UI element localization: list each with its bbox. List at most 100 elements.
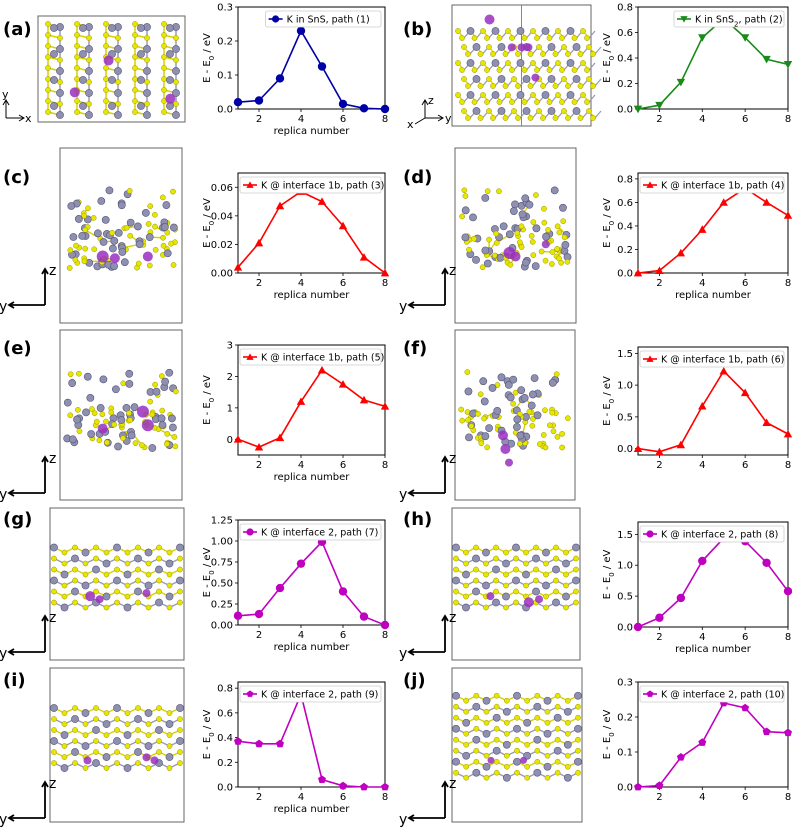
sn-atom — [71, 554, 79, 563]
axis-label-y: y — [445, 112, 452, 125]
y-tick-label: 1.0 — [617, 561, 633, 572]
s-atom — [514, 230, 521, 236]
s-atom — [177, 749, 183, 755]
data-point — [784, 728, 792, 737]
y-axis-label: E - E0 / eV — [202, 709, 216, 759]
sn-atom — [497, 107, 506, 115]
s-atom — [524, 697, 531, 704]
sn-atom — [480, 397, 489, 406]
s-atom — [45, 43, 51, 49]
sn-atom — [572, 107, 581, 115]
y-tick-label: 0.00 — [211, 621, 233, 632]
sn-atom — [491, 91, 500, 99]
data-point — [633, 268, 643, 277]
sn-atom — [87, 430, 96, 438]
sn-atom — [155, 565, 163, 574]
y-axis-label: E - E0 / eV — [602, 376, 616, 426]
s-atom — [93, 749, 99, 755]
data-point — [338, 99, 348, 109]
sn-atom — [137, 102, 145, 110]
s-atom — [483, 774, 490, 781]
s-atom — [120, 435, 126, 442]
s-atom — [463, 582, 469, 589]
s-atom — [51, 749, 57, 755]
sn-atom — [466, 91, 475, 99]
y-tick-label: 3 — [227, 341, 233, 352]
x-tick-label: 8 — [382, 460, 388, 471]
s-atom — [559, 67, 565, 73]
s-atom — [177, 716, 183, 722]
s-atom — [104, 439, 110, 446]
s-atom — [463, 697, 470, 704]
s-atom — [584, 67, 590, 73]
s-atom — [556, 255, 562, 262]
s-atom — [120, 380, 127, 387]
s-atom — [564, 752, 571, 759]
s-atom — [45, 21, 51, 27]
sn-atom — [513, 415, 522, 424]
s-atom — [103, 43, 109, 49]
s-atom — [126, 187, 133, 194]
sn-atom — [492, 598, 500, 607]
s-atom — [544, 741, 551, 748]
s-atom — [114, 566, 120, 573]
s-atom — [590, 51, 596, 57]
k-atom — [136, 405, 149, 418]
sn-atom — [472, 43, 481, 51]
sn-atom — [562, 559, 570, 568]
sn-atom — [533, 735, 542, 744]
data-point — [646, 355, 654, 362]
s-atom — [132, 109, 138, 115]
y-tick-label: 1 — [227, 403, 233, 414]
s-atom — [483, 604, 489, 611]
data-point — [317, 62, 327, 71]
sn-atom — [563, 740, 572, 749]
sn-atom — [505, 230, 514, 239]
x-tick-label: 2 — [656, 278, 662, 289]
sn-atom — [60, 570, 69, 579]
chart-h: 0.0 0.5 1.0 1.5 2 4 6 8 replica number E - E0 / e… — [602, 521, 792, 655]
data-point — [676, 593, 686, 603]
s-atom — [521, 35, 528, 41]
s-atom — [103, 32, 109, 38]
s-atom — [477, 83, 484, 89]
x-tick-label: 2 — [656, 114, 662, 125]
s-atom — [580, 28, 586, 34]
x-tick-label: 4 — [699, 278, 705, 289]
sn-atom — [492, 746, 501, 755]
sn-atom — [462, 751, 471, 760]
sn-atom — [56, 89, 64, 97]
sn-atom — [574, 691, 582, 700]
x-tick-label: 8 — [382, 114, 388, 125]
sn-atom — [144, 548, 153, 557]
sn-atom — [83, 372, 92, 381]
s-atom — [173, 35, 179, 41]
s-atom — [577, 83, 584, 89]
series-line — [237, 540, 386, 626]
s-atom — [509, 35, 515, 41]
sn-atom — [520, 393, 529, 402]
data-point — [698, 738, 707, 746]
s-atom — [461, 44, 467, 50]
legend-box — [239, 176, 382, 194]
s-atom — [124, 710, 131, 716]
sn-atom — [50, 737, 58, 745]
s-atom — [152, 223, 158, 230]
data-point — [254, 238, 264, 247]
sn-atom — [102, 753, 111, 761]
sn-atom — [108, 244, 117, 253]
sn-atom — [60, 603, 69, 612]
s-atom — [473, 566, 479, 573]
sn-atom — [117, 201, 126, 210]
s-atom — [164, 431, 171, 437]
s-atom — [66, 265, 73, 271]
y-tick-label: 0.2 — [617, 79, 633, 90]
sn-atom — [522, 570, 530, 579]
s-atom — [534, 67, 540, 73]
s-atom — [103, 98, 109, 104]
s-atom — [91, 246, 98, 253]
k-atom — [83, 756, 92, 765]
s-atom — [145, 571, 152, 578]
s-atom — [503, 571, 509, 578]
